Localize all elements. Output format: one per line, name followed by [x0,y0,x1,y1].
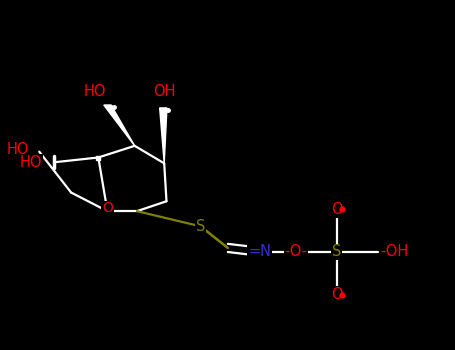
Polygon shape [160,108,167,163]
Text: =N: =N [248,245,271,259]
Text: HO: HO [20,155,42,170]
Text: -O-: -O- [284,245,308,259]
Text: O: O [331,287,343,302]
Text: S: S [332,245,342,259]
Text: OH: OH [153,84,176,99]
Text: O: O [102,201,113,215]
Text: O: O [331,202,343,217]
Text: HO: HO [6,142,29,158]
Text: -OH: -OH [380,245,408,259]
Text: S: S [196,219,205,234]
Text: HO: HO [84,84,106,99]
Polygon shape [104,105,135,146]
